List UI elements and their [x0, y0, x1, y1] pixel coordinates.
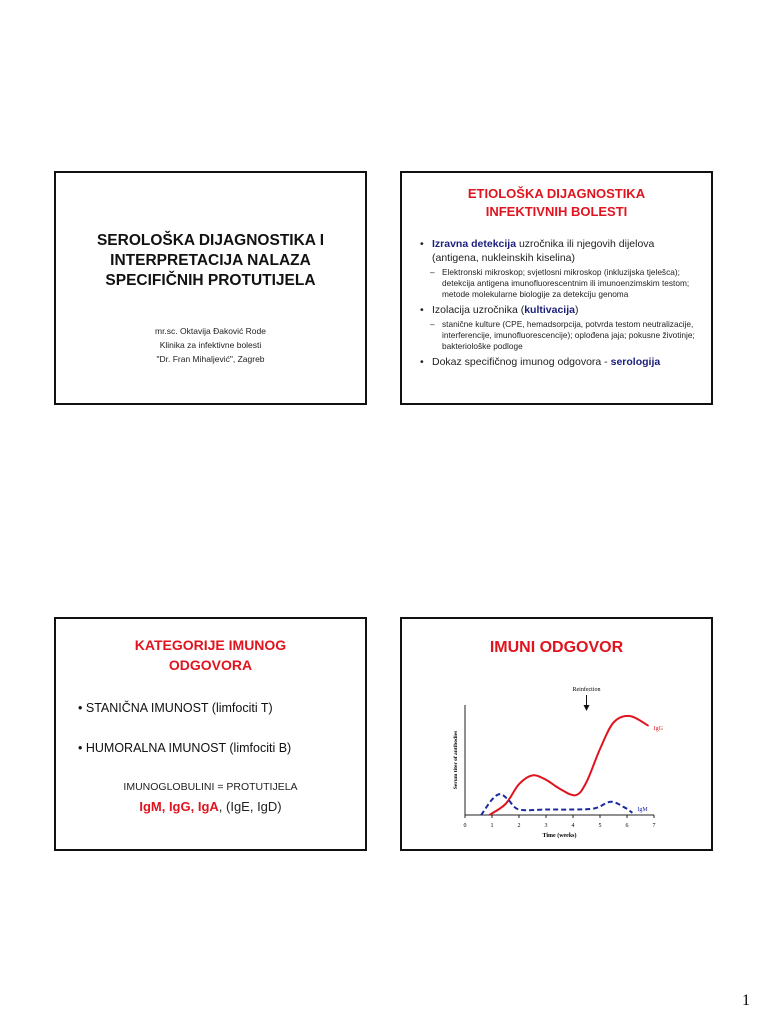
slide-heading: IMUNI ODGOVOR: [489, 639, 624, 656]
slide-title: SEROLOŠKA DIJAGNOSTIKA I INTERPRETACIJA N…: [54, 171, 367, 405]
slide-heading: KATEGORIJE IMUNOG ODGOVORA: [56, 635, 365, 675]
text: uzročnika ili njegovih dijelova (antigen…: [432, 238, 655, 264]
y-axis-label: Serum titer of antibodies: [453, 731, 459, 789]
slide-title-text: SEROLOŠKA DIJAGNOSTIKA I INTERPRETACIJA N…: [56, 231, 365, 291]
series-igm: [480, 793, 633, 816]
title-line: ODGOVORA: [168, 657, 253, 673]
slide-immune-response: IMUNI ODGOVOR 0 1 2 3 4 5 6 7 Time (weeks) Serum …: [400, 617, 713, 851]
title-line: SPECIFIČNIH PROTUTIJELA: [105, 272, 316, 289]
other-classes: , (IgE, IgD): [218, 799, 282, 814]
x-tick-label: 3: [545, 823, 548, 829]
text: Dokaz specifičnog imunog odgovora -: [432, 356, 611, 368]
hospital: "Dr. Fran Mihaljević", Zagreb: [156, 354, 265, 364]
author: mr.sc. Oktavija Đaković Rode: [154, 326, 266, 336]
text: ): [574, 304, 579, 316]
slide-categories: KATEGORIJE IMUNOG ODGOVORA STANIČNA IMUNO…: [54, 617, 367, 851]
bullet: STANIČNA IMUNOST (limfociti T): [78, 701, 273, 715]
x-axis-label: Time (weeks): [542, 832, 576, 839]
slide-heading: ETIOLOŠKA DIJAGNOSTIKA INFEKTIVNIH BOLEST…: [402, 185, 711, 221]
bullet: Izolacija uzročnika (kultivacija): [420, 303, 701, 317]
x-tick-label: 0: [464, 823, 467, 829]
series-label-igm: IgM: [637, 807, 648, 813]
page-number: 1: [742, 992, 750, 1009]
title-line: KATEGORIJE IMUNOG: [134, 637, 287, 653]
x-tick-label: 5: [599, 823, 602, 829]
bullet: Izravna detekcija uzročnika ili njegovih…: [420, 237, 701, 265]
x-tick-label: 6: [626, 823, 629, 829]
reinfection-label: Reinfection: [573, 686, 601, 693]
title-line: INTERPRETACIJA NALAZA: [110, 252, 311, 269]
bold-term: serologija: [610, 356, 661, 368]
bullet: Dokaz specifičnog imunog odgovora - sero…: [420, 355, 701, 369]
antibody-chart: 0 1 2 3 4 5 6 7 Time (weeks) Serum titer of antib…: [453, 686, 664, 839]
series-label-igg: IgG: [654, 726, 664, 732]
title-line: ETIOLOŠKA DIJAGNOSTIKA: [467, 186, 646, 201]
x-tick-label: 2: [518, 823, 521, 829]
clinic: Klinika za infektivne bolesti: [159, 340, 262, 350]
x-tick-label: 4: [572, 823, 575, 829]
immunoglobulin-line: IMUNOGLOBULINI = PROTUTIJELA: [123, 781, 298, 793]
x-tick-label: 1: [491, 823, 494, 829]
arrow-head-icon: [583, 705, 590, 711]
bold-term: Izravna detekcija: [432, 238, 517, 250]
slide-etiology: ETIOLOŠKA DIJAGNOSTIKA INFEKTIVNIH BOLEST…: [400, 171, 713, 405]
sub-bullet: stanične kulture (CPE, hemadsorpcija, po…: [420, 319, 701, 352]
title-line: INFEKTIVNIH BOLESTI: [485, 204, 628, 219]
series-igg: [488, 714, 650, 816]
main-classes: IgM, IgG, IgA: [139, 799, 219, 814]
sub-bullet: Elektronski mikroskop; svjetlosni mikros…: [420, 267, 701, 300]
bold-term: kultivacija: [524, 304, 575, 316]
text: Izolacija uzročnika (: [432, 304, 525, 316]
x-tick-label: 7: [653, 823, 656, 829]
title-line: SEROLOŠKA DIJAGNOSTIKA I: [96, 232, 325, 249]
bullet: HUMORALNA IMUNOST (limfociti B): [78, 741, 291, 755]
